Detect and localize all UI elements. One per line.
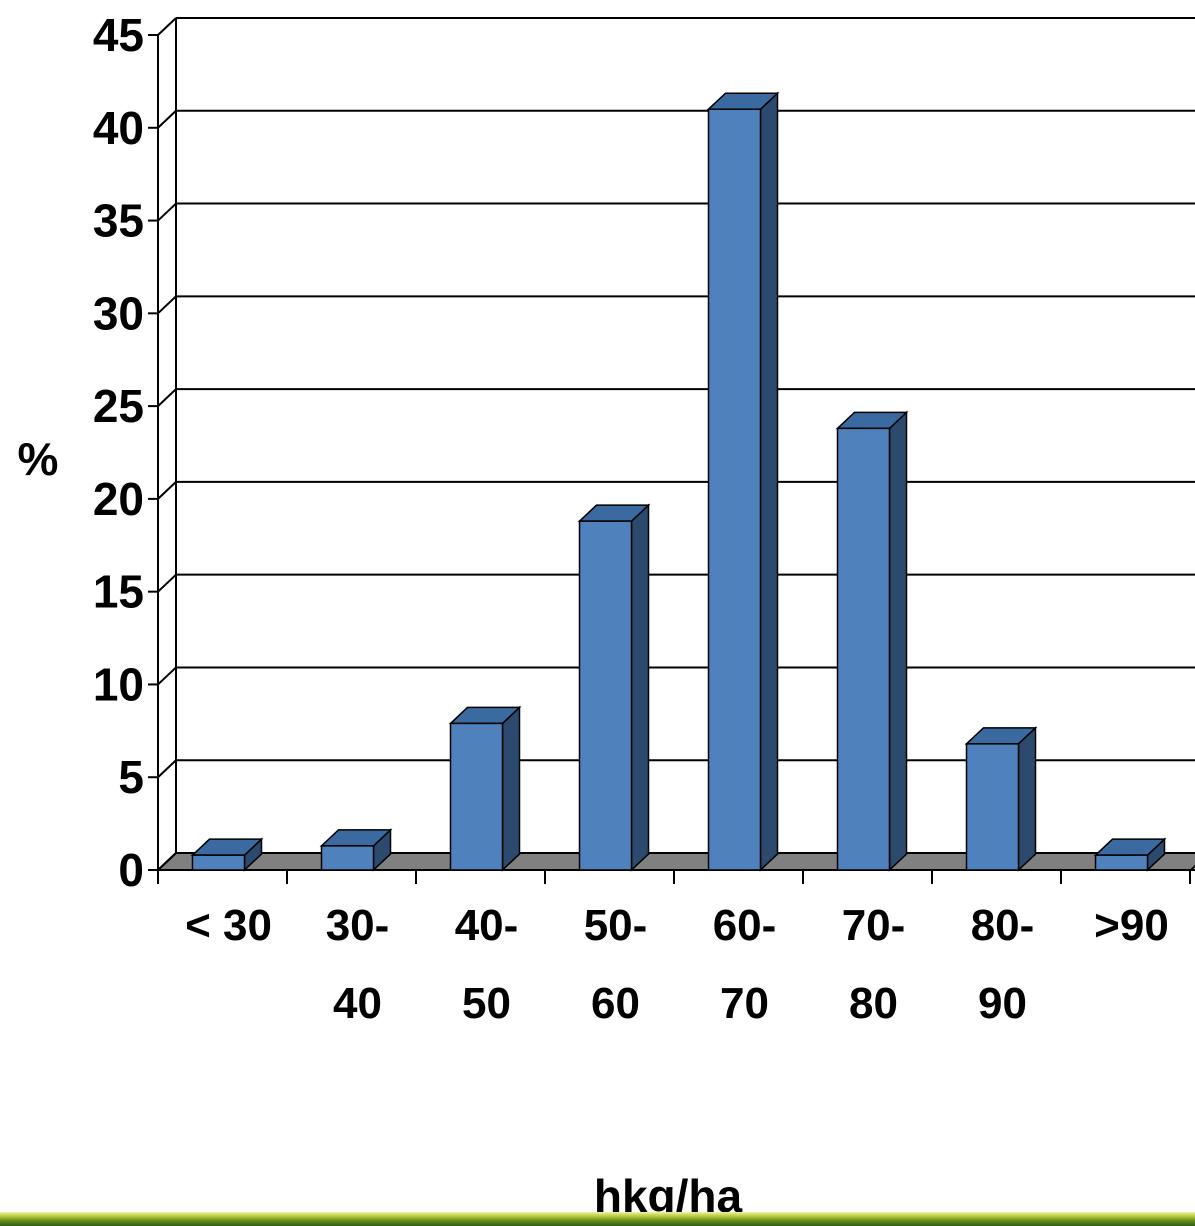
floor-plane <box>155 852 1195 871</box>
bar-front <box>449 722 504 871</box>
bar <box>706 91 780 872</box>
side-wall-connector <box>157 573 177 593</box>
side-wall-connector <box>157 666 177 686</box>
x-category-label: 80 <box>849 979 898 1028</box>
bar-side <box>1017 726 1037 872</box>
gridlines <box>176 17 1195 762</box>
y-tick-label: 5 <box>118 751 144 803</box>
bars <box>190 91 1167 872</box>
footer-decorative-band <box>0 1212 1195 1226</box>
x-category-label: 50 <box>462 979 511 1028</box>
bar-front <box>578 520 633 871</box>
x-category-label: 90 <box>978 979 1027 1028</box>
bar-front <box>320 845 375 871</box>
x-category-label: >90 <box>1094 901 1169 950</box>
y-tick-label: 20 <box>93 473 144 525</box>
bar <box>1093 837 1167 872</box>
y-tick-label: 0 <box>118 844 144 896</box>
bar-side <box>759 91 779 872</box>
bar-side <box>888 410 908 872</box>
bar <box>448 705 522 872</box>
chart-floor <box>155 852 1195 871</box>
bar <box>835 410 909 872</box>
x-category-label: 80- <box>971 901 1035 950</box>
x-category-label: 60 <box>591 979 640 1028</box>
bar-side <box>630 503 650 872</box>
y-tick-label: 40 <box>93 102 144 154</box>
bar-front <box>836 427 891 871</box>
y-tick-labels: 0 5 10 15 20 25 30 35 40 45 <box>93 9 144 896</box>
x-category-label: 60- <box>713 901 777 950</box>
y-tick-label: 10 <box>93 658 144 710</box>
bar <box>577 503 651 872</box>
bar <box>319 828 393 872</box>
bar-front <box>1094 854 1149 871</box>
axes <box>148 17 1195 884</box>
side-wall-connector <box>157 110 177 129</box>
y-axis-title: % <box>18 433 59 485</box>
side-wall-connector <box>157 759 177 778</box>
bar <box>190 837 264 872</box>
x-category-label: 50- <box>584 901 648 950</box>
bar <box>964 726 1038 872</box>
y-tick-label: 45 <box>93 9 144 61</box>
x-category-label: 70- <box>842 901 906 950</box>
bar-front <box>707 108 762 871</box>
x-category-label: 40- <box>455 901 519 950</box>
bar-front <box>965 743 1020 871</box>
bar-side <box>501 705 521 872</box>
y-tick-label: 30 <box>93 287 144 339</box>
side-wall-connector <box>157 481 177 500</box>
x-category-label: 40 <box>333 979 382 1028</box>
y-tick-label: 35 <box>93 195 144 247</box>
y-tick-label: 25 <box>93 380 144 432</box>
side-wall-connector <box>157 852 177 871</box>
x-category-labels: < 30 30- 40 40- 50 50- 60 60- 70 70- 80 80- 90 >90 <box>185 901 1169 1028</box>
x-category-label: 30- <box>326 901 390 950</box>
y-tick-label: 15 <box>93 566 144 618</box>
side-wall-connector <box>157 202 177 222</box>
side-wall-connector <box>157 17 177 36</box>
side-wall-connector <box>157 295 177 315</box>
x-category-label: < 30 <box>185 901 272 950</box>
side-wall-connector <box>157 388 177 407</box>
bar-front <box>191 854 246 871</box>
x-category-label: 70 <box>720 979 769 1028</box>
